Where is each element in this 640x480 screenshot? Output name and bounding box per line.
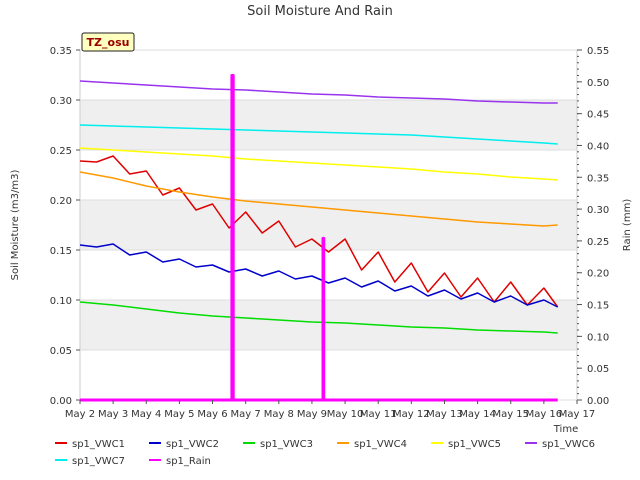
y-tick-label: 0.15 <box>50 246 72 257</box>
y2-axis-label: Rain (mm) <box>622 199 633 252</box>
y2-tick-label: 0.30 <box>587 205 609 216</box>
chart-title: Soil Moisture And Rain <box>247 4 393 19</box>
legend-label: sp1_VWC6 <box>542 439 595 450</box>
y-tick-label: 0.35 <box>50 46 72 57</box>
series-line-sp1-vwc6 <box>79 80 558 104</box>
y2-axis-ticks: 0.00 0.05 0.10 0.15 0.20 0.25 0.30 0.35 0.40 0.45… <box>577 46 609 407</box>
series-line-sp1-vwc1 <box>79 155 559 308</box>
y2-tick-label: 0.55 <box>587 46 609 57</box>
x-tick-label: May 12 <box>393 409 430 420</box>
series-line-sp1-rain <box>80 74 558 402</box>
y-tick-label: 0.25 <box>50 146 72 157</box>
y-tick-label: 0.10 <box>50 296 72 307</box>
y2-tick-label: 0.35 <box>587 173 609 184</box>
y-tick-label: 0.05 <box>50 346 72 357</box>
legend-label: sp1_VWC2 <box>166 439 219 450</box>
x-tick-label: May 6 <box>197 409 227 420</box>
legend-item: sp1_VWC4 <box>337 439 407 450</box>
site-label-badge: TZ_osu <box>81 32 135 52</box>
plot-band <box>80 200 577 250</box>
y-tick-label: 0.00 <box>50 396 72 407</box>
legend-label: sp1_VWC3 <box>260 439 313 450</box>
legend-item: sp1_VWC1 <box>55 439 125 450</box>
x-tick-label: May 5 <box>164 409 194 420</box>
series-line-sp1-vwc2 <box>79 243 559 308</box>
y-axis-ticks: 0.00 0.05 0.10 0.15 0.20 0.25 0.30 0.35 <box>50 46 80 407</box>
plot-band <box>80 300 577 350</box>
x-tick-label: May 7 <box>231 409 261 420</box>
legend-item: sp1_Rain <box>149 456 211 467</box>
x-tick-label: May 11 <box>360 409 397 420</box>
x-tick-label: May 16 <box>526 409 563 420</box>
x-tick-label: May 13 <box>426 409 463 420</box>
legend-label: sp1_VWC5 <box>448 439 501 450</box>
x-tick-label: May 14 <box>459 409 496 420</box>
x-tick-label: May 10 <box>327 409 364 420</box>
plot-band <box>80 100 577 150</box>
y2-tick-label: 0.20 <box>587 269 609 280</box>
legend-item: sp1_VWC5 <box>431 439 501 450</box>
y2-tick-label: 0.15 <box>587 301 609 312</box>
y2-tick-label: 0.45 <box>587 110 609 121</box>
legend-label: sp1_VWC7 <box>72 456 125 467</box>
y2-tick-label: 0.10 <box>587 332 609 343</box>
legend: sp1_VWC1 sp1_VWC2 sp1_VWC3 sp1_VWC4 sp1_VWC5… <box>55 439 595 467</box>
series-line-sp1-vwc7 <box>79 124 558 145</box>
legend-item: sp1_VWC7 <box>55 456 125 467</box>
x-tick-label: May 9 <box>297 409 327 420</box>
y-tick-label: 0.30 <box>50 96 72 107</box>
x-tick-label: May 3 <box>98 409 128 420</box>
plot-bands <box>80 100 577 350</box>
series-line-sp1-vwc3 <box>79 301 558 334</box>
legend-label: sp1_VWC4 <box>354 439 407 450</box>
site-label-box <box>81 32 135 52</box>
x-tick-label: May 2 <box>65 409 95 420</box>
series-lines <box>79 74 559 402</box>
series-line-sp1-vwc4 <box>79 171 558 227</box>
x-tick-label: May 8 <box>264 409 294 420</box>
x-tick-label: May 15 <box>492 409 529 420</box>
x-tick-label: May 4 <box>131 409 161 420</box>
legend-item: sp1_VWC2 <box>149 439 219 450</box>
y2-tick-label: 0.25 <box>587 237 609 248</box>
y-axis-label: Soil Moisture (m3/m3) <box>10 170 21 281</box>
legend-label: sp1_Rain <box>166 456 211 467</box>
legend-label: sp1_VWC1 <box>72 439 125 450</box>
site-label: TZ_osu <box>87 36 130 49</box>
x-tick-label: May 17 <box>559 409 596 420</box>
y2-tick-label: 0.00 <box>587 396 609 407</box>
y2-tick-label: 0.05 <box>587 364 609 375</box>
x-axis-ticks: May 2 May 3 May 4 May 5 May 6 May 7 May 8 May 9… <box>65 400 595 420</box>
legend-item: sp1_VWC3 <box>243 439 313 450</box>
series-line-sp1-vwc5 <box>79 147 558 181</box>
y2-tick-label: 0.40 <box>587 141 609 152</box>
y-tick-label: 0.20 <box>50 196 72 207</box>
x-axis-label: Time <box>553 424 578 435</box>
legend-item: sp1_VWC6 <box>525 439 595 450</box>
y2-tick-label: 0.50 <box>587 78 609 89</box>
